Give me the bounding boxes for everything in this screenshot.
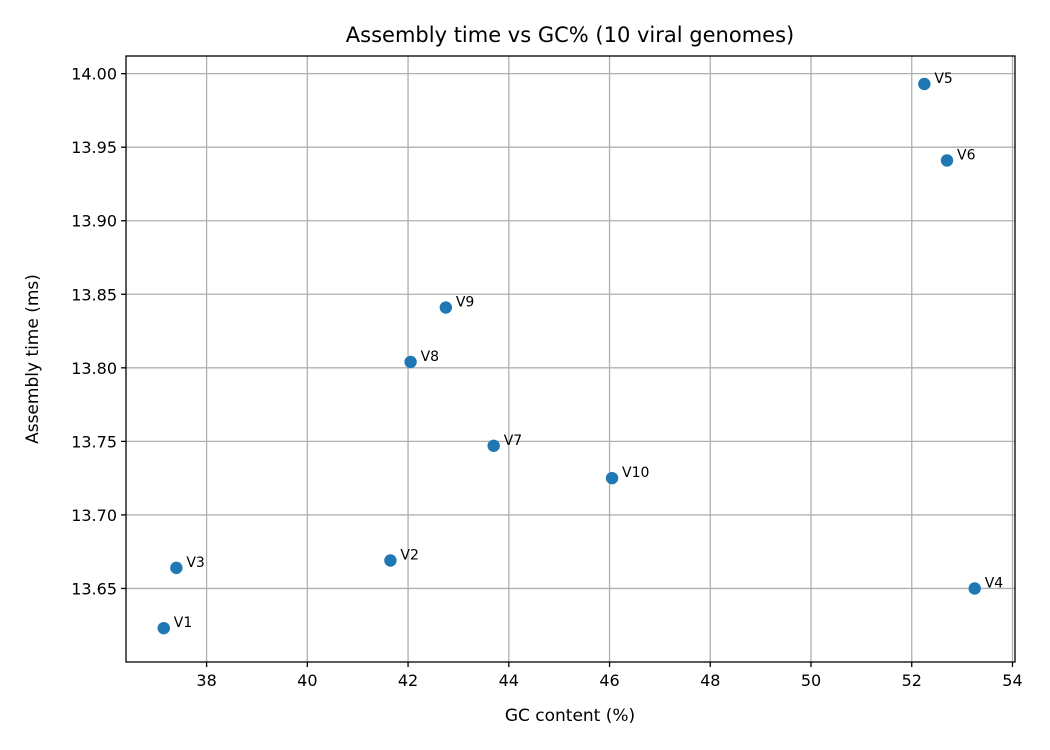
y-axis-label: Assembly time (ms)	[23, 274, 43, 444]
y-tick-label: 13.75	[71, 432, 117, 451]
y-tick-label: 13.85	[71, 285, 117, 304]
x-axis-label: GC content (%)	[505, 706, 635, 726]
data-point	[968, 582, 981, 595]
data-point-label: V6	[957, 147, 976, 163]
x-tick-label: 46	[599, 671, 619, 690]
x-tick-label: 38	[196, 671, 216, 690]
data-point	[404, 355, 417, 369]
data-point	[487, 439, 500, 452]
data-point	[170, 561, 183, 575]
point-layer: V1 V2 V3 V4 V5 V6 V7 V8 V9 V10	[157, 71, 1004, 635]
x-tick-label: 48	[700, 671, 720, 690]
data-point	[157, 621, 170, 635]
data-point-label: V2	[400, 548, 418, 564]
plot-frame	[125, 55, 1016, 663]
y-tick-label: 14.00	[71, 65, 117, 84]
data-point-label: V1	[174, 615, 192, 631]
y-tick-label: 13.70	[71, 506, 117, 525]
chart-title: Assembly time vs GC% (10 viral genomes)	[346, 23, 794, 47]
x-tick-label: 54	[1002, 671, 1022, 690]
x-tick-label: 52	[902, 671, 922, 690]
data-point-label: V5	[934, 71, 952, 87]
data-point-label: V4	[985, 575, 1004, 591]
x-tick-label: 44	[499, 671, 519, 690]
data-point	[439, 301, 453, 314]
y-tick-label: 13.80	[71, 359, 117, 378]
x-tick-label: 40	[297, 671, 317, 690]
data-point	[605, 471, 619, 485]
data-point	[384, 554, 397, 567]
data-point-label: V9	[456, 295, 474, 311]
data-point	[940, 154, 954, 167]
tick-layer: 38 40 42 44 46 48 50 52 54 13.65 13.70 13.75 13.80 13…	[71, 65, 1022, 690]
data-point-label: V8	[421, 349, 439, 365]
grid-layer	[126, 56, 1015, 662]
y-tick-label: 13.90	[71, 212, 117, 231]
data-point	[918, 77, 931, 91]
data-point-label: V3	[186, 555, 204, 571]
data-point-label: V7	[504, 433, 522, 449]
y-tick-label: 13.65	[71, 579, 117, 598]
data-point-label: V10	[622, 465, 649, 481]
x-tick-label: 50	[801, 671, 821, 690]
x-tick-label: 42	[398, 671, 418, 690]
y-tick-label: 13.95	[71, 138, 117, 157]
